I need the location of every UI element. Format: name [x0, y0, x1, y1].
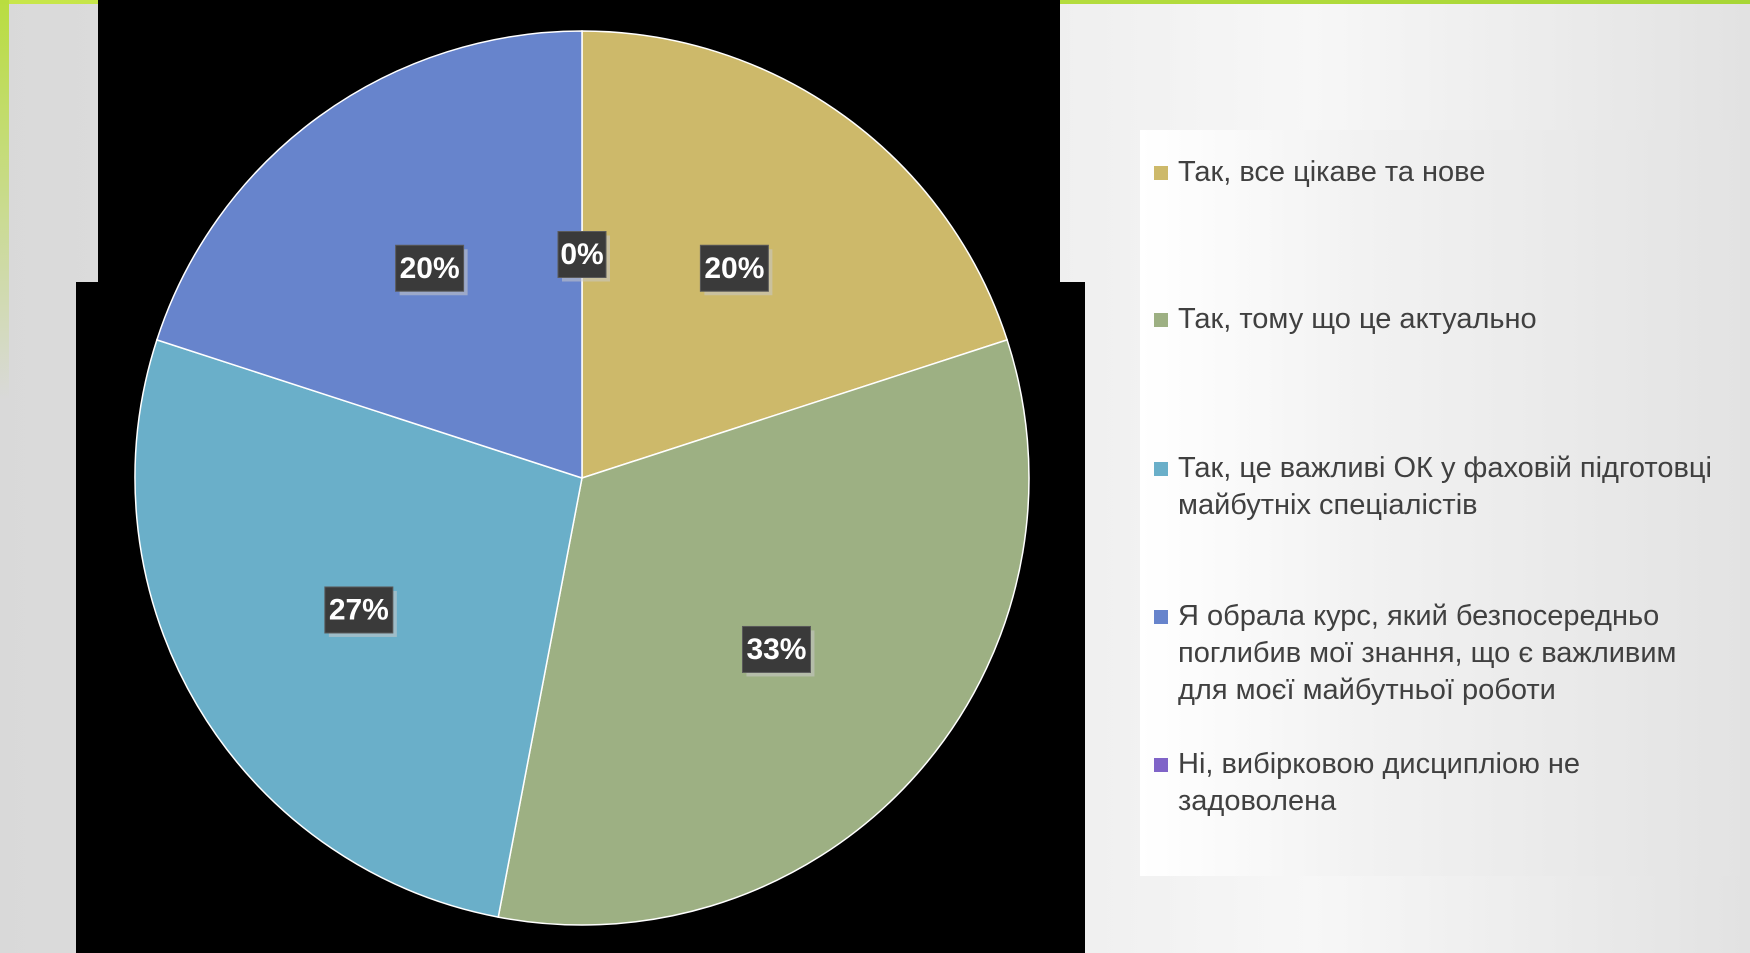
legend-item: Так, це важливі ОК у фаховій підготовці … — [1154, 450, 1729, 524]
accent-bar-left — [0, 0, 9, 400]
data-label-box — [557, 231, 607, 278]
data-label: 27% — [324, 586, 397, 637]
data-label: 20% — [395, 244, 468, 296]
legend-item: Я обрала курс, який безпосередньо поглиб… — [1154, 598, 1729, 709]
legend-swatch — [1154, 610, 1168, 624]
legend-label: Так, все цікаве та нове — [1178, 156, 1486, 188]
data-label-box — [324, 586, 394, 634]
data-label-box — [395, 244, 465, 292]
legend-label: Ні, вибірковою дисципліою не задоволена — [1178, 748, 1581, 817]
data-label: 0% — [557, 231, 610, 282]
legend-item: Так, тому що це актуально — [1154, 301, 1729, 338]
legend-swatch — [1154, 758, 1168, 772]
legend-item: Так, все цікаве та нове — [1154, 154, 1729, 191]
data-label-text: 0% — [560, 238, 603, 271]
data-label: 33% — [741, 625, 815, 677]
data-label-text: 33% — [746, 633, 806, 666]
pie-slice — [581, 30, 1009, 480]
legend-swatch — [1154, 313, 1168, 327]
legend-swatch — [1154, 462, 1168, 476]
legend-label: Так, тому що це актуально — [1178, 303, 1537, 335]
data-label: 20% — [699, 244, 773, 296]
pie-slice — [155, 30, 583, 480]
legend-swatch — [1154, 166, 1168, 180]
legend-item: Ні, вибірковою дисципліою не задоволена — [1154, 746, 1729, 820]
data-label-box — [699, 244, 769, 292]
data-label-box — [741, 625, 811, 673]
legend-label: Так, це важливі ОК у фаховій підготовці … — [1178, 452, 1712, 521]
data-label-text: 20% — [704, 252, 764, 285]
legend-label: Я обрала курс, який безпосередньо поглиб… — [1178, 600, 1677, 706]
data-label-text: 27% — [329, 593, 389, 626]
chart-legend: Так, все цікаве та нове Так, тому що це … — [1140, 130, 1740, 876]
data-label-text: 20% — [400, 252, 460, 285]
